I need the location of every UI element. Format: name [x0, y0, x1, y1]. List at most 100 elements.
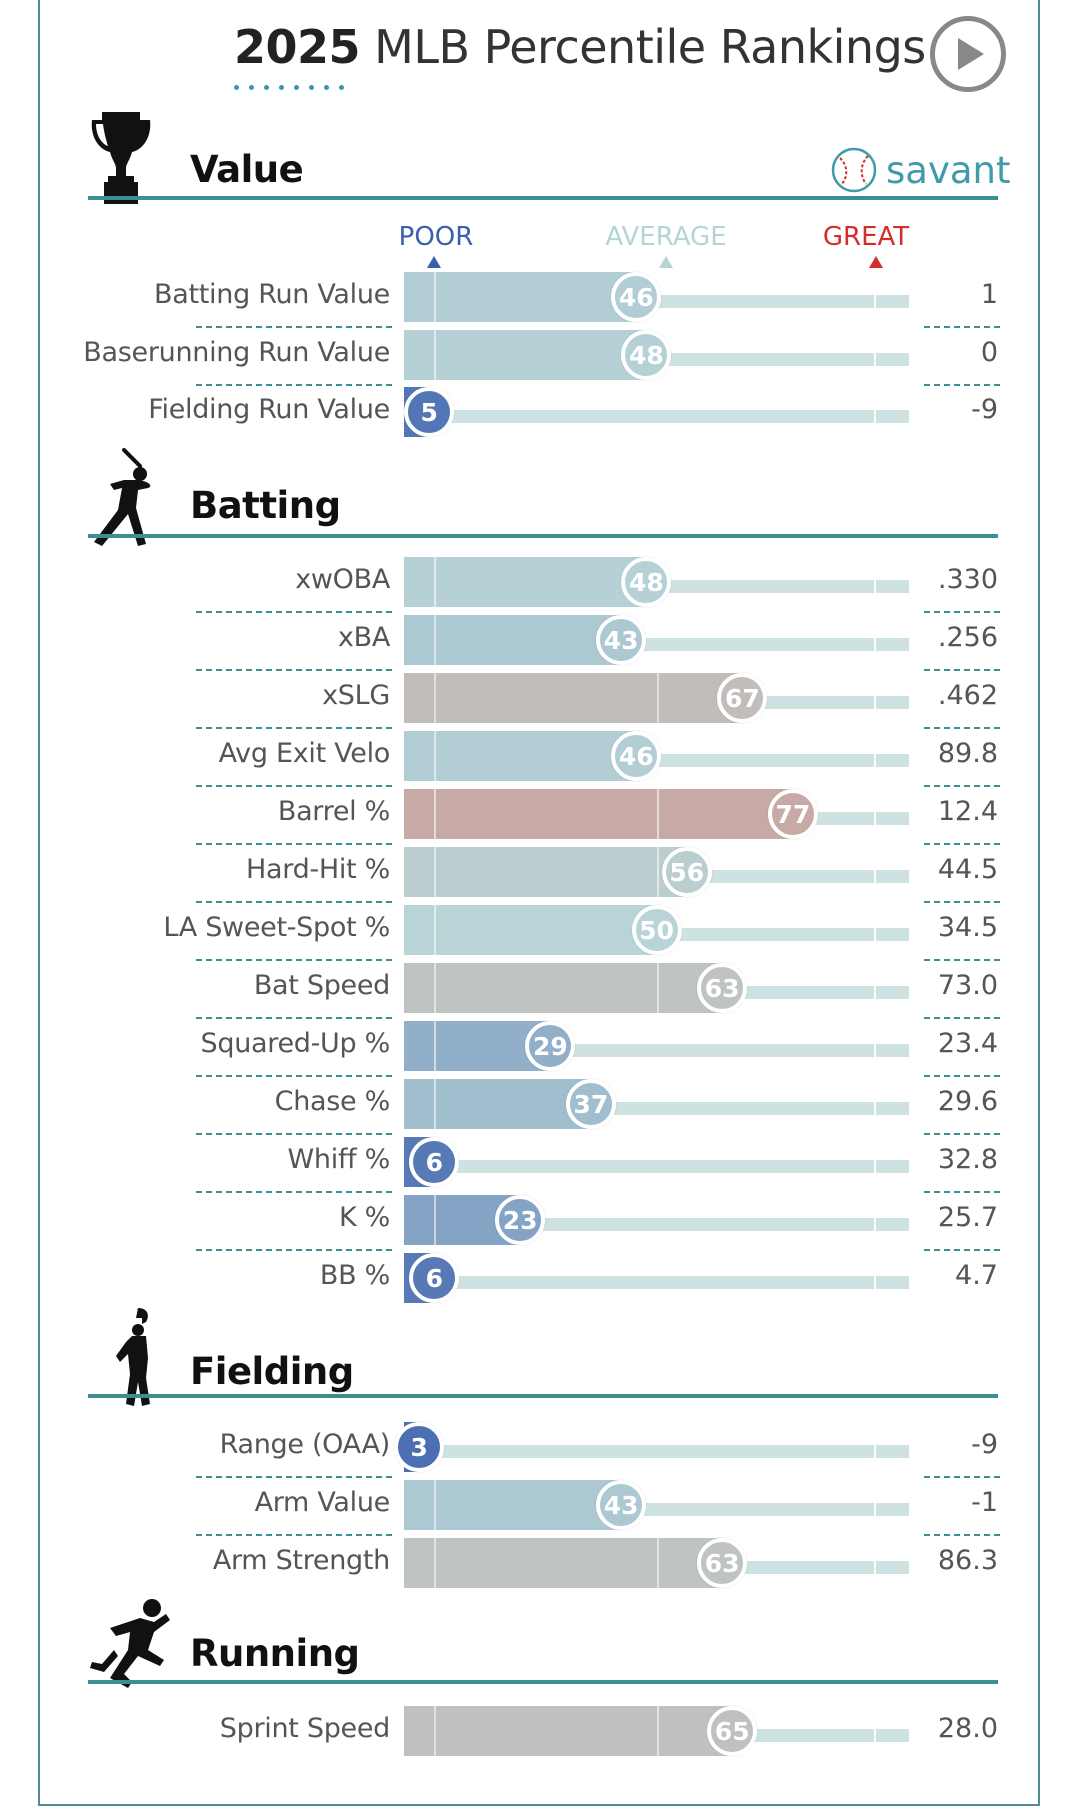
track-tick	[873, 1276, 876, 1289]
section-label: Batting	[190, 484, 341, 527]
metric-label: Avg Exit Velo	[218, 738, 391, 769]
title-dots	[234, 85, 344, 90]
track-tick	[873, 1729, 876, 1742]
bar-guide-line	[656, 789, 659, 839]
metric-value: 32.8	[937, 1144, 998, 1175]
metric-row: Range (OAA) 3 -9	[0, 1422, 1080, 1480]
bar-guide-line	[656, 673, 659, 723]
metric-label: Bat Speed	[253, 970, 390, 1001]
row-divider	[196, 843, 392, 845]
row-divider	[924, 843, 1000, 845]
percentile-bar	[404, 1706, 733, 1756]
metric-row: Arm Strength 63 86.3	[0, 1538, 1080, 1596]
scale-average-arrow	[659, 256, 673, 268]
metric-label: Chase %	[274, 1086, 391, 1117]
bar-guide-line	[434, 330, 437, 380]
metric-row: Whiff % 6 32.8	[0, 1137, 1080, 1195]
bar-guide-line	[434, 1021, 437, 1071]
bar-guide-line	[434, 847, 437, 897]
bar-guide-line	[434, 673, 437, 723]
metric-value: 28.0	[937, 1713, 998, 1744]
metric-row: xSLG 67 .462	[0, 673, 1080, 731]
track-tick	[873, 1102, 876, 1115]
track-tick	[873, 638, 876, 651]
savant-logo[interactable]: savant	[830, 146, 1010, 194]
track-tick	[873, 928, 876, 941]
metric-value: .462	[937, 680, 998, 711]
percentile-badge: 63	[697, 963, 748, 1013]
bar-guide-line	[434, 731, 437, 781]
row-divider	[924, 785, 1000, 787]
percentile-bar	[404, 272, 637, 322]
row-divider	[196, 1534, 392, 1536]
metric-label: Baserunning Run Value	[83, 337, 390, 368]
metric-value: -9	[971, 1429, 998, 1460]
metric-row: Squared-Up % 29 23.4	[0, 1021, 1080, 1079]
row-divider	[196, 959, 392, 961]
percentile-badge: 77	[767, 789, 818, 839]
metric-label: Sprint Speed	[219, 1713, 391, 1744]
metric-value: 12.4	[937, 796, 998, 827]
percentile-track	[404, 1160, 909, 1173]
metric-label: Hard-Hit %	[246, 854, 390, 885]
metric-label: Squared-Up %	[200, 1028, 391, 1059]
row-divider	[924, 1249, 1000, 1251]
metric-row: xBA 43 .256	[0, 615, 1080, 673]
row-divider	[924, 959, 1000, 961]
play-button[interactable]	[930, 16, 1006, 92]
percentile-badge: 46	[611, 272, 662, 322]
bar-guide-line	[434, 963, 437, 1013]
bar-guide-line	[434, 615, 437, 665]
percentile-bar	[404, 673, 743, 723]
row-divider	[924, 1191, 1000, 1193]
metric-value: .256	[937, 622, 998, 653]
section-label: Fielding	[190, 1350, 354, 1393]
section-batting: Batting	[88, 448, 998, 548]
row-divider	[196, 1191, 392, 1193]
metric-value: 4.7	[955, 1260, 998, 1291]
section-label: Running	[190, 1632, 360, 1675]
row-divider	[924, 1075, 1000, 1077]
metric-label: Batting Run Value	[154, 279, 390, 310]
section-running: Running	[88, 1594, 998, 1694]
section-value: Value	[88, 110, 998, 210]
metric-value: 1	[980, 279, 998, 310]
metric-value: -9	[971, 394, 998, 425]
metric-row: K % 23 25.7	[0, 1195, 1080, 1253]
bar-guide-line	[434, 557, 437, 607]
metric-value: .330	[937, 564, 998, 595]
percentile-badge: 67	[717, 673, 768, 723]
percentile-badge: 6	[409, 1253, 460, 1303]
row-divider	[924, 901, 1000, 903]
fielder-icon	[116, 1308, 150, 1406]
track-tick	[873, 754, 876, 767]
row-divider	[196, 901, 392, 903]
metric-row: Baserunning Run Value 48 0	[0, 330, 1080, 388]
metric-value: 73.0	[937, 970, 998, 1001]
metric-row: LA Sweet-Spot % 50 34.5	[0, 905, 1080, 963]
row-divider	[924, 727, 1000, 729]
metric-row: Hard-Hit % 56 44.5	[0, 847, 1080, 905]
metric-row: BB % 6 4.7	[0, 1253, 1080, 1311]
track-tick	[873, 696, 876, 709]
metric-label: K %	[338, 1202, 390, 1233]
track-tick	[873, 1160, 876, 1173]
percentile-badge: 65	[707, 1706, 758, 1756]
metric-row: Sprint Speed 65 28.0	[0, 1706, 1080, 1764]
percentile-bar	[404, 557, 647, 607]
bar-guide-line	[656, 963, 659, 1013]
scale-great-label: GREAT	[822, 222, 910, 252]
row-divider	[924, 384, 1000, 386]
percentile-badge: 6	[409, 1137, 460, 1187]
row-divider	[196, 384, 392, 386]
row-divider	[924, 1534, 1000, 1536]
percentile-badge: 46	[611, 731, 662, 781]
percentile-bar	[404, 963, 723, 1013]
bar-guide-line	[434, 1538, 437, 1588]
track-tick	[873, 812, 876, 825]
metric-label: Range (OAA)	[219, 1429, 391, 1460]
metric-label: BB %	[319, 1260, 390, 1291]
track-tick	[873, 295, 876, 308]
metric-label: xBA	[337, 622, 390, 653]
page-title: 2025 MLB Percentile Rankings	[234, 20, 926, 74]
